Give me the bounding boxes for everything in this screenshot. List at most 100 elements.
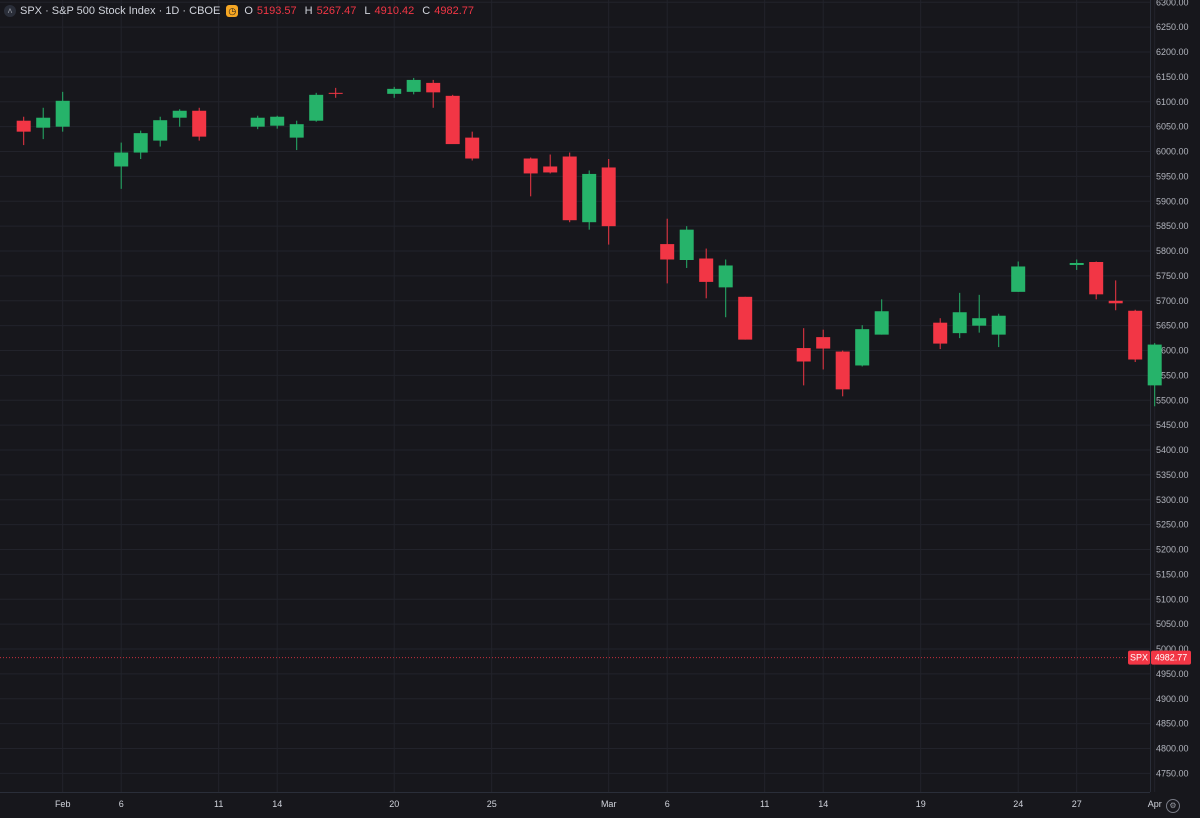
candle-body[interactable] (562, 156, 577, 221)
candle-body[interactable] (36, 117, 51, 128)
y-tick-label: 4850.00 (1156, 719, 1189, 729)
candle-body[interactable] (660, 244, 675, 260)
candle-body[interactable] (738, 296, 753, 340)
x-tick-label: 24 (1013, 799, 1023, 809)
y-tick-label: 5100.00 (1156, 594, 1189, 604)
candle-body[interactable] (250, 117, 265, 127)
y-tick-label: 4900.00 (1156, 694, 1189, 704)
clock-icon[interactable]: ◷ (226, 5, 239, 17)
candle-body[interactable] (153, 120, 168, 141)
y-tick-label: 6250.00 (1156, 22, 1189, 32)
y-tick-label: 5250.00 (1156, 520, 1189, 530)
candle-body[interactable] (289, 124, 304, 138)
y-tick-label: 6000.00 (1156, 147, 1189, 157)
y-tick-label: 5900.00 (1156, 196, 1189, 206)
y-tick-label: 4750.00 (1156, 768, 1189, 778)
candle-body[interactable] (1089, 261, 1104, 295)
candle-body[interactable] (1108, 300, 1123, 304)
candle-body[interactable] (543, 166, 558, 173)
x-tick-label: Mar (601, 799, 617, 809)
candle-body[interactable] (309, 94, 324, 121)
candle-body[interactable] (1128, 310, 1143, 360)
candle-body[interactable] (1011, 266, 1026, 292)
y-tick-label: 5800.00 (1156, 246, 1189, 256)
y-tick-label: 6200.00 (1156, 47, 1189, 57)
candle-body[interactable] (582, 173, 597, 223)
collapse-icon[interactable]: ˄ (4, 5, 16, 17)
candle-body[interactable] (523, 158, 538, 174)
candle-body[interactable] (465, 137, 480, 159)
low-label: L (364, 5, 371, 17)
candle-body[interactable] (874, 311, 889, 335)
x-tick-label: 14 (272, 799, 282, 809)
y-tick-label: 5050.00 (1156, 619, 1189, 629)
x-tick-label: 11 (214, 799, 223, 809)
candle-body[interactable] (172, 110, 187, 118)
y-tick-label: 6050.00 (1156, 122, 1189, 132)
symbol-tag-label: SPX (1130, 653, 1148, 663)
candle-body[interactable] (445, 95, 460, 145)
y-tick-label: 5850.00 (1156, 221, 1189, 231)
y-tick-label: 5700.00 (1156, 296, 1189, 306)
candle-body[interactable] (718, 265, 733, 288)
last-price-tag (1151, 650, 1191, 665)
symbol-title[interactable]: SPX · S&P 500 Stock Index · 1D · CBOE (20, 5, 221, 17)
candle-body[interactable] (426, 82, 441, 93)
y-tick-label: 5400.00 (1156, 445, 1189, 455)
x-tick-label: 20 (389, 799, 399, 809)
x-tick-label: 27 (1072, 799, 1082, 809)
candle-body[interactable] (933, 322, 948, 344)
y-tick-label: 5150.00 (1156, 569, 1189, 579)
candle-body[interactable] (699, 258, 714, 282)
close-value: 4982.77 (434, 5, 474, 17)
candle-body[interactable] (55, 100, 70, 127)
candle-body[interactable] (835, 351, 850, 390)
x-tick-label: 19 (916, 799, 926, 809)
candle-body[interactable] (270, 116, 285, 126)
x-tick-label: Apr (1148, 799, 1162, 809)
y-tick-label: 5450.00 (1156, 420, 1189, 430)
candle-body[interactable] (991, 315, 1006, 335)
x-tick-label: 6 (665, 799, 670, 809)
x-tick-label: 14 (818, 799, 828, 809)
y-tick-label: 5000.00 (1156, 644, 1189, 654)
candle-body[interactable] (972, 318, 987, 326)
y-tick-label: 5550.00 (1156, 370, 1189, 380)
low-value: 4910.42 (374, 5, 415, 17)
candle-body[interactable] (328, 92, 343, 94)
candle-body[interactable] (816, 337, 831, 349)
symbol-legend: ˄ SPX · S&P 500 Stock Index · 1D · CBOE … (4, 3, 478, 19)
y-tick-label: 6100.00 (1156, 97, 1189, 107)
candle-body[interactable] (1069, 262, 1084, 265)
candle-body[interactable] (192, 110, 207, 137)
symbol-tag (1128, 650, 1150, 665)
x-tick-label: 25 (487, 799, 497, 809)
candle-body[interactable] (679, 229, 694, 261)
y-tick-label: 5200.00 (1156, 545, 1189, 555)
candle-body[interactable] (601, 167, 616, 227)
candle-body[interactable] (114, 152, 129, 167)
candle-body[interactable] (796, 348, 811, 362)
open-label: O (244, 5, 253, 17)
candle-body[interactable] (855, 329, 870, 366)
y-tick-label: 4800.00 (1156, 744, 1189, 754)
y-tick-label: 6150.00 (1156, 72, 1189, 82)
candle-body[interactable] (1147, 344, 1162, 386)
open-value: 5193.57 (256, 5, 297, 17)
candle-body[interactable] (133, 133, 148, 153)
y-tick-label: 5650.00 (1156, 321, 1189, 331)
y-tick-label: 5300.00 (1156, 495, 1189, 505)
candle-body[interactable] (16, 120, 31, 132)
y-tick-label: 4950.00 (1156, 669, 1189, 679)
y-tick-label: 5500.00 (1156, 395, 1189, 405)
candle-body[interactable] (387, 88, 402, 94)
last-price-label: 4982.77 (1155, 653, 1188, 663)
candle-body[interactable] (406, 79, 421, 92)
y-tick-label: 5750.00 (1156, 271, 1189, 281)
settings-gear-icon[interactable]: ⚙ (1166, 799, 1180, 813)
y-tick-label: 6300.00 (1156, 0, 1189, 7)
candle-body[interactable] (952, 312, 967, 334)
high-label: H (304, 5, 313, 17)
